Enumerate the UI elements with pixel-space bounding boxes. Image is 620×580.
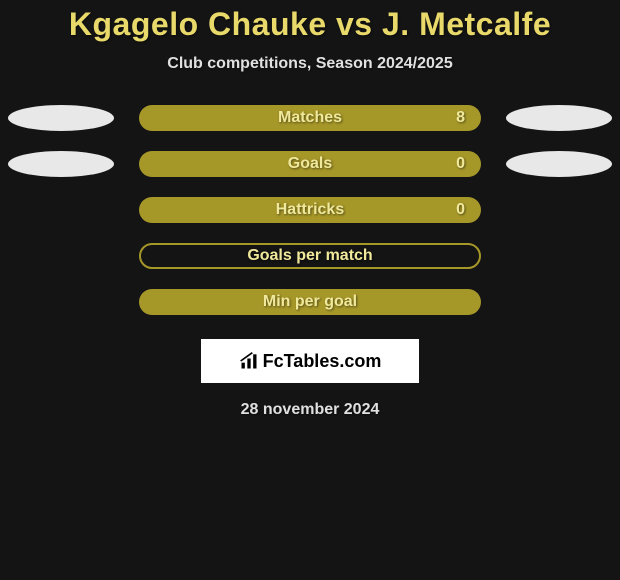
stat-label: Hattricks [276, 201, 344, 219]
stat-row: Goals per match [0, 243, 620, 269]
comparison-card: Kgagelo Chauke vs J. Metcalfe Club compe… [0, 0, 620, 580]
stat-value: 0 [456, 155, 465, 173]
stat-row: Min per goal [0, 289, 620, 315]
player-left-marker [8, 151, 114, 177]
stat-bar: Goals 0 [139, 151, 481, 177]
subtitle: Club competitions, Season 2024/2025 [167, 55, 452, 73]
stat-row: Matches 8 [0, 105, 620, 131]
stat-value: 8 [456, 109, 465, 127]
stat-bar: Min per goal [139, 289, 481, 315]
logo-box: FcTables.com [201, 339, 419, 383]
bar-chart-icon [239, 351, 259, 371]
player-right-marker [506, 151, 612, 177]
stat-label: Min per goal [263, 293, 357, 311]
page-title: Kgagelo Chauke vs J. Metcalfe [69, 6, 551, 43]
stat-label: Matches [278, 109, 342, 127]
date-text: 28 november 2024 [241, 401, 380, 419]
stat-bar: Goals per match [139, 243, 481, 269]
stat-bar: Matches 8 [139, 105, 481, 131]
stat-row: Goals 0 [0, 151, 620, 177]
stat-bar: Hattricks 0 [139, 197, 481, 223]
player-right-marker [506, 105, 612, 131]
stat-row: Hattricks 0 [0, 197, 620, 223]
stat-label: Goals [288, 155, 332, 173]
stat-value: 0 [456, 201, 465, 219]
player-left-marker [8, 105, 114, 131]
stats-area: Matches 8 Goals 0 Hattricks 0 Goals per match M… [0, 105, 620, 315]
stat-label: Goals per match [247, 247, 372, 265]
logo-text: FcTables.com [263, 351, 382, 372]
